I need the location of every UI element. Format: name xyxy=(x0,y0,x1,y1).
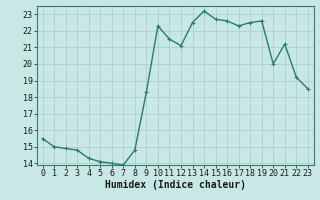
X-axis label: Humidex (Indice chaleur): Humidex (Indice chaleur) xyxy=(105,180,246,190)
